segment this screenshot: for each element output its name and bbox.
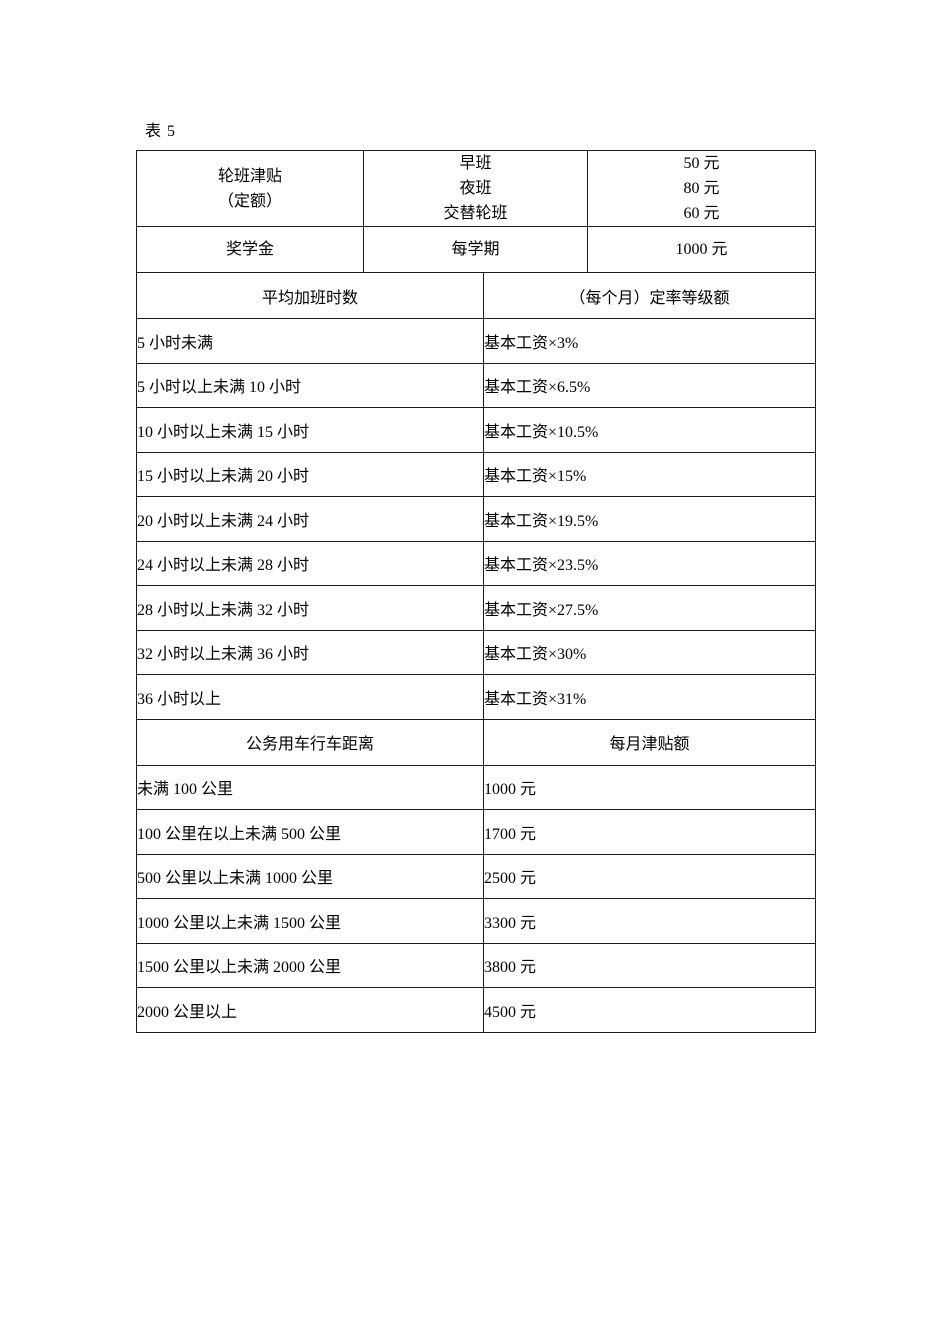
overtime-row: 10 小时以上未满 15 小时 基本工资×10.5% xyxy=(136,407,817,453)
vehicle-row: 2000 公里以上 4500 元 xyxy=(136,987,817,1033)
vehicle-distance-cell: 100 公里在以上未满 500 公里 xyxy=(136,809,484,855)
allowance-amount-line: 50 元 xyxy=(683,155,720,172)
vehicle-amount-cell: 3300 元 xyxy=(482,898,817,944)
overtime-hours-cell: 10 小时以上未满 15 小时 xyxy=(136,407,484,453)
overtime-row: 5 小时未满 基本工资×3% xyxy=(136,318,817,364)
allowance-category: 奖学金 xyxy=(136,226,364,273)
allowance-amount: 50 元 80 元 60 元 xyxy=(587,150,817,227)
overtime-row: 5 小时以上未满 10 小时 基本工资×6.5% xyxy=(136,362,817,408)
overtime-row: 24 小时以上未满 28 小时 基本工资×23.5% xyxy=(136,540,817,586)
vehicle-amount-cell: 3800 元 xyxy=(482,942,817,988)
overtime-rate-cell: 基本工资×23.5% xyxy=(482,540,817,586)
allowance-category: 轮班津贴 （定额） xyxy=(136,150,364,227)
allowance-amount-line: 60 元 xyxy=(683,205,720,222)
overtime-rate-cell: 基本工资×31% xyxy=(482,674,817,720)
overtime-rate-cell: 基本工资×10.5% xyxy=(482,407,817,453)
vehicle-distance-cell: 2000 公里以上 xyxy=(136,987,484,1033)
overtime-rate-cell: 基本工资×27.5% xyxy=(482,585,817,631)
overtime-rate-cell: 基本工资×6.5% xyxy=(482,362,817,408)
benefits-table: 轮班津贴 （定额） 早班夜班交替轮班 50 元 80 元 60 元奖学金 每学期 1000 元… xyxy=(136,150,817,1033)
overtime-rate-cell: 基本工资×3% xyxy=(482,318,817,364)
overtime-row: 32 小时以上未满 36 小时 基本工资×30% xyxy=(136,629,817,675)
overtime-rate-cell: 基本工资×30% xyxy=(482,629,817,675)
vehicle-row: 500 公里以上未满 1000 公里 2500 元 xyxy=(136,853,817,899)
vehicle-row: 100 公里在以上未满 500 公里 1700 元 xyxy=(136,809,817,855)
allowance-item-line: 夜班 xyxy=(459,180,492,197)
allowance-row: 轮班津贴 （定额） 早班夜班交替轮班 50 元 80 元 60 元 xyxy=(136,150,817,227)
vehicle-row: 未满 100 公里 1000 元 xyxy=(136,764,817,810)
allowance-item: 每学期 xyxy=(362,226,589,273)
overtime-hours-cell: 5 小时以上未满 10 小时 xyxy=(136,362,484,408)
allowance-amount-line: 80 元 xyxy=(683,180,720,197)
vehicle-amount-cell: 1000 元 xyxy=(482,764,817,810)
overtime-hours-cell: 5 小时未满 xyxy=(136,318,484,364)
overtime-header-cell: （每个月）定率等级额 xyxy=(482,272,817,319)
allowance-category-line: 奖学金 xyxy=(225,241,274,258)
table-caption: 表 5 xyxy=(145,123,177,140)
vehicle-amount-cell: 2500 元 xyxy=(482,853,817,899)
allowance-item: 早班 夜班 交替轮班 xyxy=(362,150,589,227)
vehicle-row-header: 公务用车行车距离 每月津贴额 xyxy=(136,718,817,766)
overtime-hours-cell: 32 小时以上未满 36 小时 xyxy=(136,629,484,675)
allowance-category-line: （定额） xyxy=(217,192,282,210)
allowance-amount-line: 1000 元 xyxy=(675,241,728,258)
allowance-row: 奖学金 每学期 1000 元 xyxy=(136,226,817,273)
overtime-row-header: 平均加班时数 （每个月）定率等级额 xyxy=(136,272,817,319)
overtime-rate-cell: 基本工资×15% xyxy=(482,451,817,497)
overtime-row: 20 小时以上未满 24 小时 基本工资×19.5% xyxy=(136,496,817,542)
overtime-hours-cell: 36 小时以上 xyxy=(136,674,484,720)
vehicle-distance-cell: 500 公里以上未满 1000 公里 xyxy=(136,853,484,899)
allowance-item-line: 交替轮班 xyxy=(443,205,508,222)
vehicle-amount-cell: 4500 元 xyxy=(482,987,817,1033)
overtime-hours-cell: 20 小时以上未满 24 小时 xyxy=(136,496,484,542)
allowance-item-line: 早班 xyxy=(459,155,492,172)
allowance-category-line: 轮班津贴 xyxy=(217,167,282,185)
vehicle-header-cell: 公务用车行车距离 xyxy=(136,718,484,766)
overtime-row: 36 小时以上 基本工资×31% xyxy=(136,674,817,720)
vehicle-amount-cell: 1700 元 xyxy=(482,809,817,855)
overtime-hours-cell: 24 小时以上未满 28 小时 xyxy=(136,540,484,586)
overtime-hours-cell: 15 小时以上未满 20 小时 xyxy=(136,451,484,497)
vehicle-header-cell: 每月津贴额 xyxy=(482,718,817,766)
overtime-rate-cell: 基本工资×19.5% xyxy=(482,496,817,542)
vehicle-distance-cell: 1500 公里以上未满 2000 公里 xyxy=(136,942,484,988)
overtime-row: 28 小时以上未满 32 小时 基本工资×27.5% xyxy=(136,585,817,631)
vehicle-row: 1000 公里以上未满 1500 公里 3300 元 xyxy=(136,898,817,944)
benefits-table-body: 轮班津贴 （定额） 早班夜班交替轮班 50 元 80 元 60 元奖学金 每学期 1000 元… xyxy=(136,150,817,1033)
vehicle-distance-cell: 未满 100 公里 xyxy=(136,764,484,810)
allowance-amount: 1000 元 xyxy=(587,226,817,273)
vehicle-row: 1500 公里以上未满 2000 公里 3800 元 xyxy=(136,942,817,988)
vehicle-distance-cell: 1000 公里以上未满 1500 公里 xyxy=(136,898,484,944)
overtime-header-cell: 平均加班时数 xyxy=(136,272,484,319)
overtime-row: 15 小时以上未满 20 小时 基本工资×15% xyxy=(136,451,817,497)
allowance-item-line: 每学期 xyxy=(451,241,500,258)
overtime-hours-cell: 28 小时以上未满 32 小时 xyxy=(136,585,484,631)
